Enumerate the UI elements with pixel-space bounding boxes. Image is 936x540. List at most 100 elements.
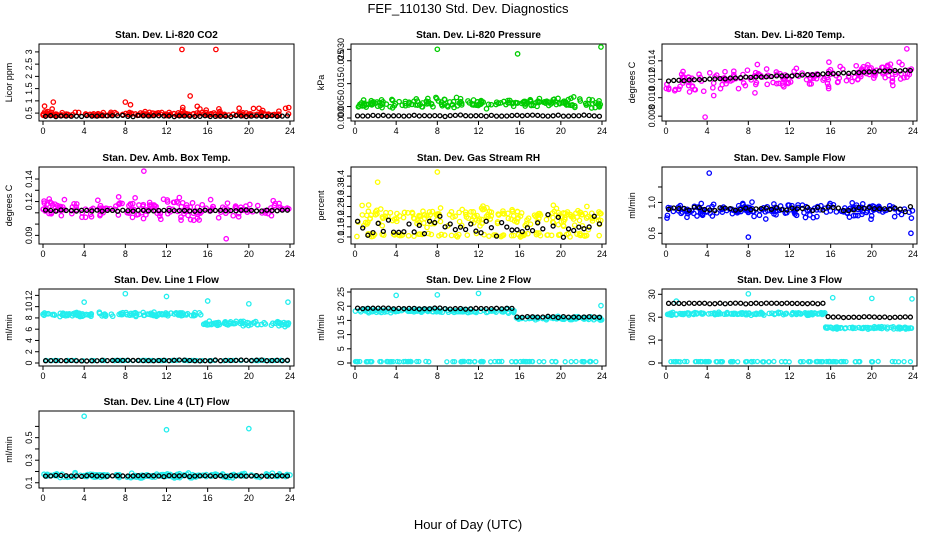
mean-point	[712, 301, 718, 307]
y-tick-label: 0.005	[336, 95, 346, 118]
data-point	[550, 202, 557, 209]
data-point	[285, 104, 292, 111]
x-tick-label: 12	[161, 126, 171, 136]
mean-point	[181, 207, 188, 214]
data-point	[826, 358, 833, 365]
x-tick-label: 16	[203, 126, 213, 136]
data-point	[573, 210, 579, 217]
x-tick-label: 8	[435, 249, 440, 259]
mean-point	[104, 473, 110, 479]
mean-point	[42, 473, 49, 479]
mean-point	[48, 473, 54, 479]
mean-point	[799, 300, 806, 307]
mean-point	[94, 207, 100, 213]
y-tick-label: 10	[336, 330, 346, 340]
data-point	[48, 209, 54, 216]
outlier-point	[745, 290, 752, 297]
x-tick-label: 12	[784, 249, 794, 259]
mean-point	[140, 473, 146, 479]
data-point	[183, 202, 190, 208]
mean-point	[696, 205, 703, 211]
mean-point	[238, 207, 244, 213]
mean-point	[576, 224, 582, 230]
data-point	[203, 107, 210, 113]
data-point	[406, 99, 412, 106]
x-tick-label: 8	[746, 126, 751, 136]
mean-point	[187, 357, 193, 364]
data-point	[423, 212, 430, 219]
mean-point	[753, 74, 759, 80]
mean-point	[581, 112, 587, 118]
data-point	[562, 216, 568, 223]
x-tick-label: 16	[203, 371, 213, 381]
x-tick-label: 0	[40, 371, 45, 381]
data-point	[533, 231, 540, 238]
mean-point	[114, 473, 121, 479]
data-point	[162, 310, 169, 316]
mean-point	[380, 228, 386, 235]
data-point	[486, 233, 492, 240]
data-point	[818, 309, 825, 316]
data-point	[764, 81, 771, 88]
data-point	[806, 212, 813, 218]
mean-point	[238, 357, 244, 363]
y-tick-label: 12	[24, 290, 34, 300]
data-point	[672, 359, 679, 365]
outlier-point	[213, 46, 219, 53]
panel-title: Stan. Dev. Line 2 Flow	[426, 275, 531, 286]
x-tick-label: 0	[663, 249, 668, 259]
mean-point	[830, 314, 836, 320]
y-tick-label: 10	[647, 335, 657, 345]
data-point	[568, 358, 574, 365]
data-point	[749, 199, 755, 205]
mean-point	[406, 305, 412, 312]
data-point	[485, 213, 492, 220]
mean-point	[437, 113, 443, 119]
mean-point	[279, 207, 285, 213]
mean-point	[217, 113, 224, 119]
data-point	[860, 63, 867, 70]
data-point	[868, 216, 874, 223]
mean-point	[882, 314, 888, 320]
data-point	[543, 98, 550, 105]
mean-point	[732, 300, 739, 306]
data-point	[730, 68, 737, 75]
data-point	[564, 209, 571, 215]
mean-point	[560, 113, 567, 119]
mean-point	[846, 70, 852, 76]
outlier-point	[475, 290, 482, 297]
data-point	[714, 359, 720, 365]
data-point	[485, 101, 492, 108]
data-point	[778, 358, 785, 365]
mean-point	[187, 473, 193, 480]
chart-panel-4: Stan. Dev. Amb. Box Temp. degrees C 0 4 8 12 1…	[4, 153, 295, 259]
panel-title: Stan. Dev. Li-820 Temp.	[734, 30, 845, 41]
data-point	[111, 358, 118, 364]
data-point	[892, 359, 898, 365]
chart-panel-9: Stan. Dev. Line 3 Flow ml/min 0 4 8 12 16 20 24 0…	[627, 275, 918, 381]
data-point	[897, 76, 904, 82]
x-tick-label: 8	[435, 126, 440, 136]
mean-point	[89, 472, 95, 479]
outlier-point	[393, 292, 400, 299]
data-point	[448, 232, 455, 239]
x-tick-label: 24	[285, 493, 295, 503]
mean-point	[89, 358, 95, 364]
data-point	[800, 358, 806, 365]
outlier-point	[434, 46, 441, 53]
mean-point	[104, 207, 110, 213]
data-point	[155, 311, 161, 318]
chart-panel-2: Stan. Dev. Li-820 Pressure kPa 0 4 8 12 16 20 24…	[316, 30, 607, 136]
data-point	[376, 99, 383, 106]
y-tick-label: 0.030	[336, 38, 346, 61]
data-point	[462, 209, 469, 216]
mean-point	[406, 113, 412, 119]
data-point	[73, 201, 80, 207]
mean-point	[473, 228, 479, 234]
mean-point	[171, 473, 177, 479]
mean-point	[442, 113, 448, 120]
mean-point	[701, 76, 708, 83]
mean-point	[571, 113, 577, 119]
mean-point	[571, 227, 577, 234]
